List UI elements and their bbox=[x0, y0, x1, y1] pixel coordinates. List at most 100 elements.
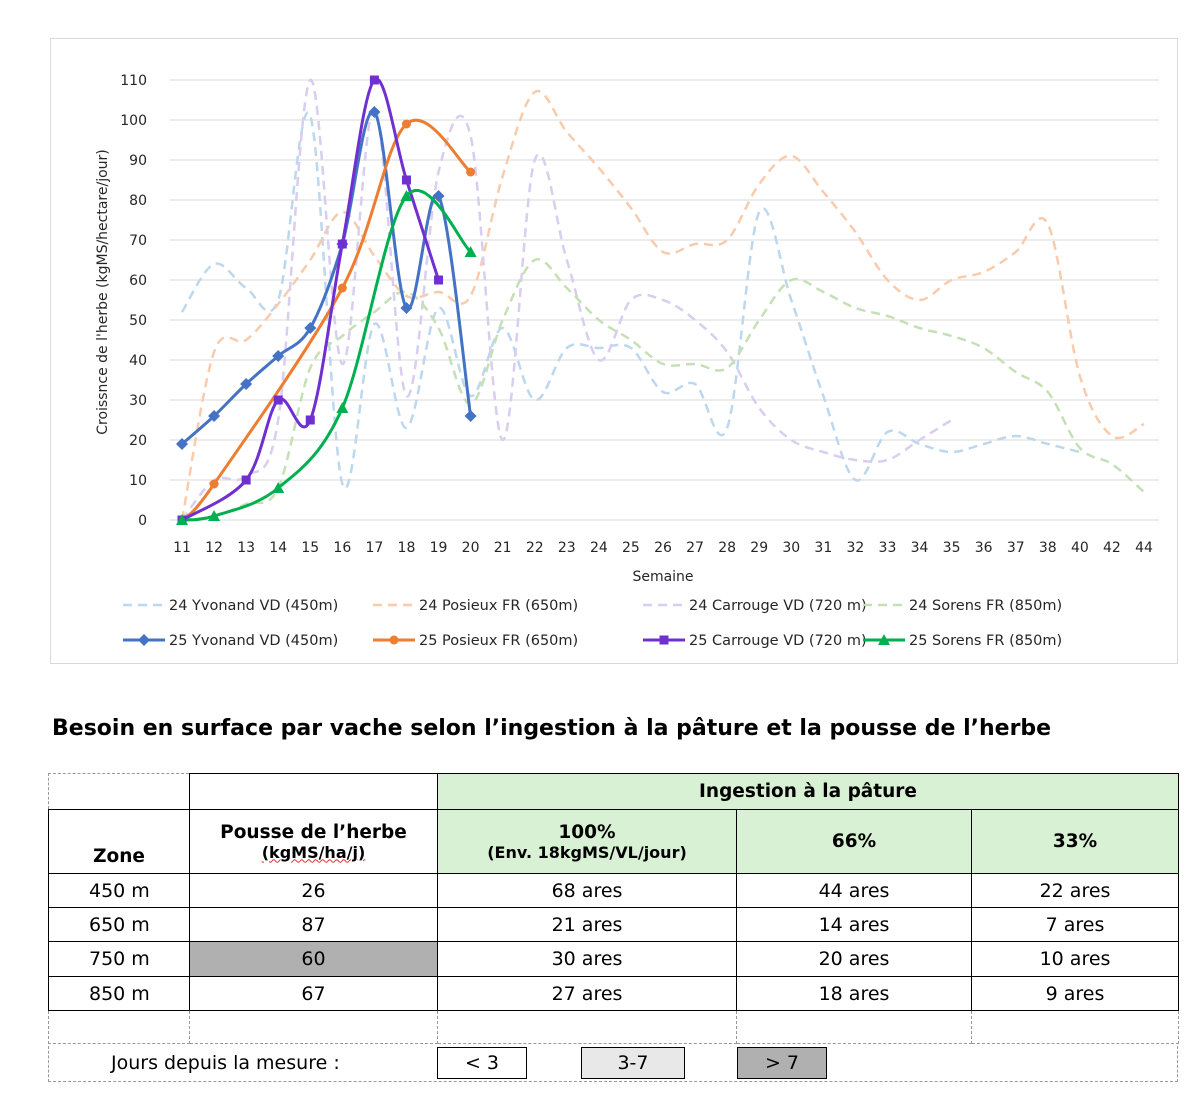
zone-cell: 650 m bbox=[48, 907, 190, 942]
legend-label: 24 Carrouge VD (720 m) bbox=[689, 598, 867, 614]
legend-marker bbox=[138, 634, 150, 646]
age-box-gt7: > 7 bbox=[737, 1047, 827, 1079]
data-point bbox=[272, 482, 285, 493]
spacer-cell bbox=[736, 1010, 972, 1044]
x-tick-label: 11 bbox=[173, 540, 191, 556]
area-100-cell: 21 ares bbox=[437, 907, 737, 942]
age-box-3-7: 3-7 bbox=[581, 1047, 685, 1079]
data-point bbox=[336, 402, 349, 413]
data-point bbox=[273, 395, 283, 405]
pousse-cell: 26 bbox=[189, 873, 438, 908]
x-tick-label: 30 bbox=[782, 540, 800, 556]
data-point bbox=[464, 410, 477, 422]
line-chart: 0 10 20 30 40 50 60 70 80 90 100 110 11 12 13 14 15 16 17 1… bbox=[95, 73, 1159, 649]
y-tick-label: 70 bbox=[129, 233, 147, 249]
legend-label: 24 Sorens FR (850m) bbox=[909, 598, 1062, 614]
y-tick-label: 30 bbox=[129, 393, 147, 409]
area-33-cell: 7 ares bbox=[971, 907, 1179, 942]
x-tick-label: 20 bbox=[462, 540, 480, 556]
x-tick-label: 16 bbox=[333, 540, 351, 556]
x-tick-label: 40 bbox=[1071, 540, 1089, 556]
data-point bbox=[241, 475, 251, 485]
data-point bbox=[240, 378, 253, 390]
x-tick-label: 18 bbox=[398, 540, 416, 556]
x-tick-label: 35 bbox=[943, 540, 961, 556]
table-row: 850 m 67 27 ares 18 ares 9 ares bbox=[48, 976, 1179, 1011]
x-axis-title: Semaine bbox=[632, 569, 693, 585]
x-tick-label: 19 bbox=[430, 540, 448, 556]
y-tick-label: 60 bbox=[129, 273, 147, 289]
data-point bbox=[432, 190, 445, 202]
x-tick-label: 24 bbox=[590, 540, 608, 556]
area-66-cell: 18 ares bbox=[736, 976, 972, 1011]
data-point bbox=[337, 239, 347, 249]
x-tick-label: 42 bbox=[1103, 540, 1121, 556]
data-point bbox=[209, 479, 219, 489]
legend-label: 24 Posieux FR (650m) bbox=[419, 598, 578, 614]
measurement-age-legend: Jours depuis la mesure : < 3 3-7 > 7 bbox=[48, 1046, 1178, 1082]
data-point bbox=[400, 302, 413, 314]
data-point bbox=[401, 175, 411, 185]
area-100-cell: 68 ares bbox=[437, 873, 737, 908]
x-tick-label: 33 bbox=[879, 540, 897, 556]
data-point bbox=[272, 350, 285, 362]
spacer-cell bbox=[48, 1010, 190, 1044]
x-tick-label: 32 bbox=[846, 540, 864, 556]
data-point bbox=[368, 106, 381, 118]
series-line bbox=[181, 78, 953, 521]
legend-marker bbox=[878, 634, 890, 645]
zone-cell: 450 m bbox=[48, 873, 190, 908]
data-point bbox=[176, 438, 188, 450]
legend-marker bbox=[389, 635, 399, 645]
data-point bbox=[369, 75, 379, 85]
legend-label: 24 Yvonand VD (450m) bbox=[169, 598, 338, 614]
x-tick-label: 31 bbox=[814, 540, 832, 556]
ingestion-66-header: 66% bbox=[736, 809, 972, 874]
data-point bbox=[337, 283, 347, 293]
y-tick-label: 50 bbox=[129, 313, 147, 329]
data-point bbox=[401, 119, 411, 129]
area-33-cell: 22 ares bbox=[971, 873, 1179, 908]
series-line bbox=[181, 110, 473, 446]
age-box-lt3: < 3 bbox=[437, 1047, 527, 1079]
ingestion-100-note: (Env. 18kgMS/VL/jour) bbox=[487, 842, 687, 862]
x-tick-label: 12 bbox=[205, 540, 223, 556]
x-tick-label: 26 bbox=[654, 540, 672, 556]
spacer-cell bbox=[437, 1010, 737, 1044]
x-tick-label: 27 bbox=[686, 540, 704, 556]
pousse-header: Pousse de l’herbe (kgMS/ha/j) bbox=[189, 809, 438, 874]
x-tick-label: 29 bbox=[750, 540, 768, 556]
area-33-cell: 10 ares bbox=[971, 941, 1179, 977]
series-line bbox=[181, 77, 440, 522]
y-tick-label: 110 bbox=[120, 73, 147, 89]
table-row: 450 m 26 68 ares 44 ares 22 ares bbox=[48, 873, 1179, 908]
spacer-row bbox=[48, 1010, 1179, 1044]
table-row: 750 m 60 30 ares 20 ares 10 ares bbox=[48, 941, 1179, 977]
legend-label: 25 Yvonand VD (450m) bbox=[169, 633, 338, 649]
pousse-header-unit: (kgMS/ha/j) bbox=[261, 842, 366, 862]
x-tick-label: 13 bbox=[237, 540, 255, 556]
area-66-cell: 14 ares bbox=[736, 907, 972, 942]
empty-header-cell bbox=[48, 773, 190, 810]
x-tick-label: 14 bbox=[269, 540, 287, 556]
pousse-cell: 87 bbox=[189, 907, 438, 942]
pousse-cell: 67 bbox=[189, 976, 438, 1011]
area-100-cell: 27 ares bbox=[437, 976, 737, 1011]
x-tick-label: 34 bbox=[911, 540, 929, 556]
data-point bbox=[464, 246, 477, 257]
zone-cell: 850 m bbox=[48, 976, 190, 1011]
x-tick-label: 36 bbox=[975, 540, 993, 556]
y-tick-label: 100 bbox=[120, 113, 147, 129]
legend-label: 25 Posieux FR (650m) bbox=[419, 633, 578, 649]
data-point bbox=[400, 190, 413, 201]
spacer-cell bbox=[971, 1010, 1179, 1044]
pousse-header-line1: Pousse de l’herbe bbox=[220, 821, 407, 843]
surface-table: Ingestion à la pâture Zone Pousse de l’h… bbox=[48, 773, 1179, 1044]
pousse-cell-stale: 60 bbox=[189, 941, 438, 977]
series-line bbox=[181, 258, 1145, 522]
y-axis-title: Croissnce de l'herbe (kgMS/hectare/jour) bbox=[95, 149, 111, 435]
y-tick-label: 40 bbox=[129, 353, 147, 369]
x-tick-label: 17 bbox=[365, 540, 383, 556]
empty-header-cell bbox=[189, 773, 438, 810]
data-point bbox=[208, 510, 221, 521]
